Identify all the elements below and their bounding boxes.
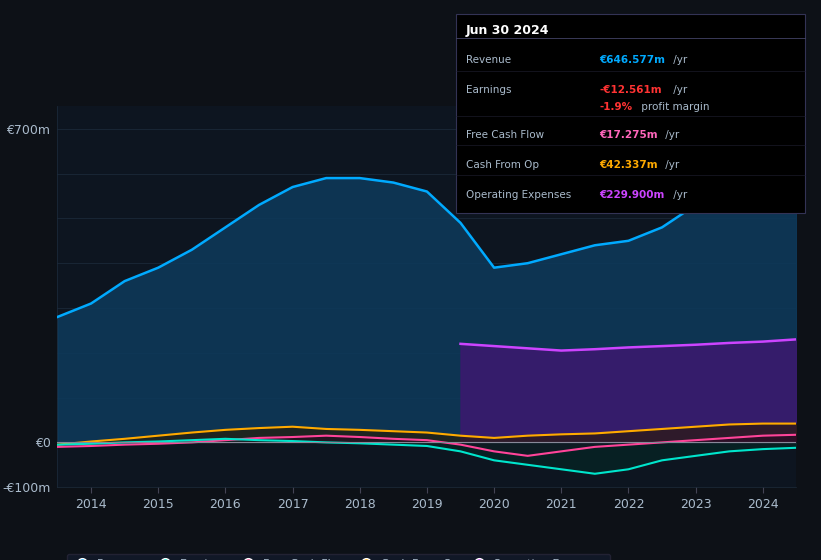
Text: -1.9%: -1.9% [599, 101, 632, 111]
Text: /yr: /yr [670, 85, 687, 95]
Text: Revenue: Revenue [466, 55, 511, 65]
Text: €17.275m: €17.275m [599, 130, 658, 140]
Text: /yr: /yr [670, 55, 687, 65]
Text: Earnings: Earnings [466, 85, 511, 95]
Text: Cash From Op: Cash From Op [466, 160, 539, 170]
Text: Free Cash Flow: Free Cash Flow [466, 130, 544, 140]
Text: €229.900m: €229.900m [599, 190, 665, 200]
Text: /yr: /yr [662, 130, 679, 140]
Text: /yr: /yr [670, 190, 687, 200]
Text: /yr: /yr [662, 160, 679, 170]
Text: €646.577m: €646.577m [599, 55, 665, 65]
Text: €42.337m: €42.337m [599, 160, 658, 170]
Text: profit margin: profit margin [639, 101, 710, 111]
Text: Jun 30 2024: Jun 30 2024 [466, 24, 549, 37]
Text: -€12.561m: -€12.561m [599, 85, 662, 95]
Legend: Revenue, Earnings, Free Cash Flow, Cash From Op, Operating Expenses: Revenue, Earnings, Free Cash Flow, Cash … [67, 554, 610, 560]
Text: Operating Expenses: Operating Expenses [466, 190, 571, 200]
